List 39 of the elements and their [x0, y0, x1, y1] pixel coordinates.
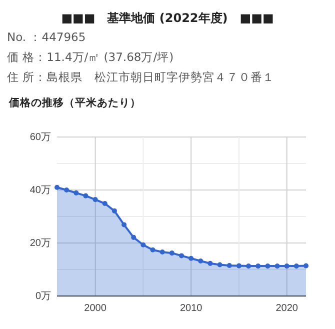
text: 価 格：11.4万/㎡ (37.68万/坪) [7, 50, 174, 64]
point [303, 263, 309, 268]
point [217, 262, 222, 268]
point [54, 184, 60, 190]
point [83, 193, 88, 198]
point [122, 222, 127, 228]
point [178, 253, 184, 258]
point [208, 260, 213, 266]
y-tick-label: 20万 [30, 238, 51, 250]
x-tick-label: 2020 [276, 303, 298, 314]
point [160, 249, 165, 255]
text: 住 所：島根県 松江市朝日町字伊勢宮４７０番１ [6, 70, 275, 84]
x-tick-label: 2000 [84, 303, 107, 314]
y-tick-label: 60万 [30, 132, 51, 144]
point [92, 197, 98, 202]
point [256, 264, 261, 269]
point [226, 263, 232, 268]
point [265, 264, 270, 269]
point [188, 256, 194, 261]
point [102, 200, 108, 206]
point [140, 242, 146, 248]
point [150, 247, 156, 252]
point [198, 258, 204, 264]
point [294, 264, 299, 269]
point [112, 208, 117, 214]
point [74, 190, 79, 196]
point [169, 250, 174, 256]
point [284, 264, 290, 269]
text: No. ：447965 [7, 30, 86, 44]
point [64, 187, 70, 193]
y-tick-label: 0万 [35, 291, 51, 302]
point [236, 263, 242, 268]
chart-subtitle: 価格の推移（平米あたり） [8, 96, 141, 109]
chart-title: ■■■ 基準地価 (2022年度) ■■■ [61, 11, 274, 25]
point [131, 234, 136, 240]
point [274, 264, 280, 269]
y-tick-label: 40万 [30, 185, 51, 196]
x-tick-label: 2010 [180, 303, 203, 314]
point [246, 264, 252, 269]
